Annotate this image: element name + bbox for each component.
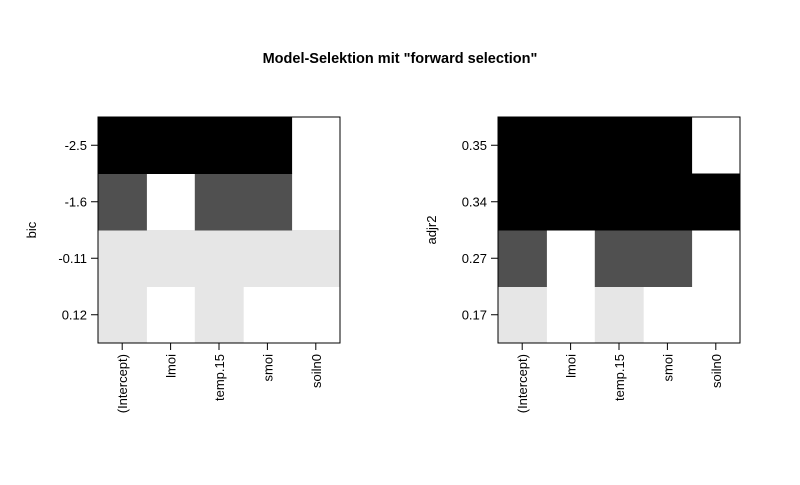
heatmap-cell	[498, 286, 547, 344]
heatmap-cell	[643, 117, 693, 174]
heatmap-cell	[243, 173, 293, 231]
x-tick-label: (Intercept)	[515, 354, 530, 413]
heatmap-cell	[498, 117, 547, 174]
heatmap-cell	[243, 117, 293, 174]
heatmap-cell	[98, 230, 147, 287]
x-tick-label: lmoi	[564, 354, 579, 378]
heatmap-panel-bic: 0.12 -0.11 -1.6 -2.5 bic (Intercept) lmoi temp.…	[24, 116, 341, 413]
x-tick-label: temp.15	[212, 354, 227, 401]
heatmap-cell	[146, 230, 196, 287]
y-tick-label: 0.17	[462, 307, 487, 322]
y-tick-label: -1.6	[65, 194, 87, 209]
heatmap-cell	[194, 286, 244, 344]
heatmap-cell	[194, 230, 244, 287]
heatmap-cell	[498, 173, 547, 231]
heatmap-panel-adjr2: 0.17 0.27 0.34 0.35 adjr2 (Intercept) lmoi temp…	[424, 116, 741, 413]
heatmap-cell	[146, 117, 196, 174]
heatmap-cell	[643, 230, 693, 287]
heatmap-cell	[98, 117, 147, 174]
x-tick-label: smoi	[260, 354, 275, 382]
heatmap-cell	[194, 173, 244, 231]
y-axis-label: bic	[24, 221, 39, 238]
heatmap-cell	[546, 173, 596, 231]
heatmap-cell	[594, 117, 644, 174]
heatmap-cell	[643, 173, 693, 231]
y-tick-label: -0.11	[58, 251, 87, 266]
heatmap-cell	[98, 286, 147, 344]
heatmap-cell	[243, 230, 293, 287]
heatmap-cell	[194, 117, 244, 174]
x-tick-label: soiln0	[709, 354, 724, 388]
x-tick-label: temp.15	[612, 354, 627, 401]
heatmap-cell	[291, 230, 341, 287]
heatmap-cell	[594, 286, 644, 344]
heatmap-cell	[546, 117, 596, 174]
y-tick-label: 0.34	[462, 194, 487, 209]
x-tick-label: soiln0	[309, 354, 324, 388]
y-tick-label: -2.5	[65, 138, 87, 153]
heatmap-cell	[691, 173, 741, 231]
y-tick-label: 0.35	[462, 138, 487, 153]
heatmap-cell	[594, 230, 644, 287]
x-tick-label: smoi	[660, 354, 675, 382]
chart-title: Model-Selektion mit "forward selection"	[263, 51, 538, 67]
y-tick-label: 0.12	[62, 307, 87, 322]
heatmap-cell	[498, 230, 547, 287]
x-tick-label: lmoi	[164, 354, 179, 378]
y-axis-label: adjr2	[424, 216, 439, 245]
y-tick-label: 0.27	[462, 251, 487, 266]
heatmap-cell	[594, 173, 644, 231]
chart-panels: 0.12 -0.11 -1.6 -2.5 bic (Intercept) lmoi temp.…	[24, 116, 741, 413]
x-tick-label: (Intercept)	[115, 354, 130, 413]
heatmap-cell	[98, 173, 147, 231]
